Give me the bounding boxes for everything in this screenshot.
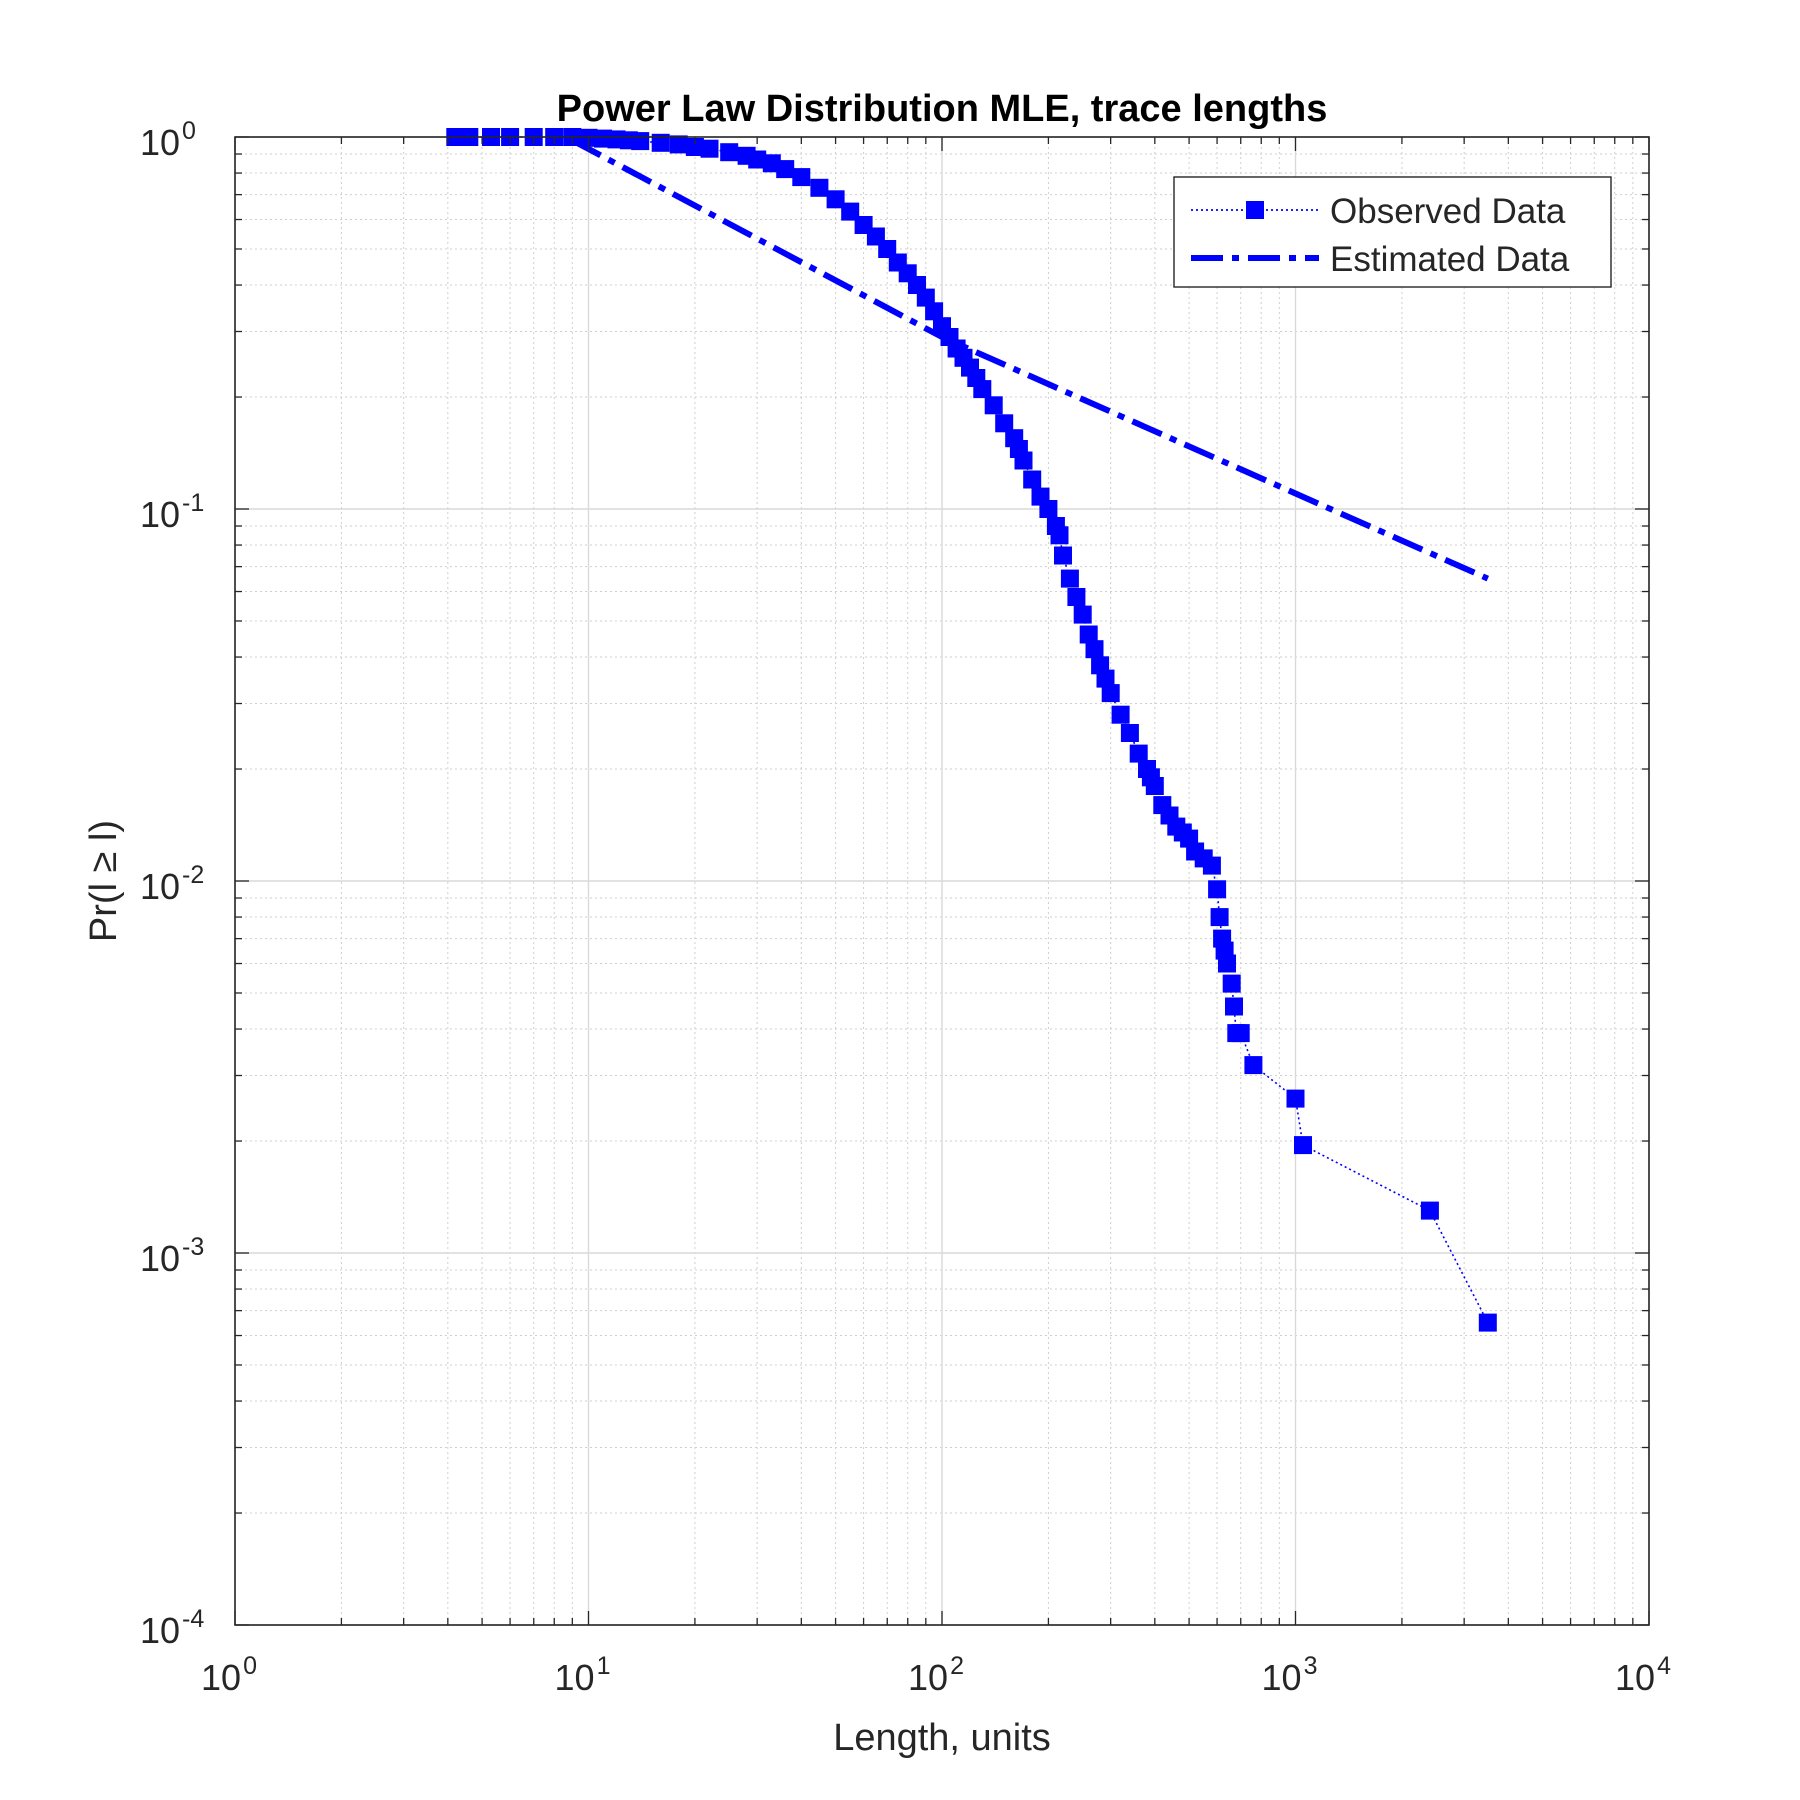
observed-data-point	[1231, 1024, 1250, 1043]
observed-data-point	[1023, 470, 1042, 489]
observed-data-point	[1050, 526, 1069, 545]
observed-data-point	[1222, 974, 1241, 993]
observed-data-point	[700, 139, 719, 158]
legend-observed-marker	[1246, 201, 1264, 219]
observed-data-point	[748, 150, 767, 169]
legend-estimated-label: Estimated Data	[1330, 240, 1570, 279]
observed-data-point	[1101, 684, 1120, 703]
observed-data-point	[1096, 669, 1115, 688]
observed-data-point	[1225, 997, 1243, 1016]
observed-data-point	[631, 132, 650, 151]
legend: Observed Data Estimated Data	[1173, 176, 1612, 288]
observed-data-point	[1079, 625, 1098, 644]
observed-data-point	[984, 396, 1003, 415]
observed-data-point	[685, 138, 704, 156]
observed-data-point	[1420, 1201, 1439, 1220]
observed-data-point	[973, 380, 992, 399]
observed-data-point	[1039, 500, 1058, 518]
observed-data-point	[669, 135, 688, 154]
observed-data-point	[1067, 588, 1086, 606]
observed-data-point	[1218, 954, 1236, 973]
chart-title: Power Law Distribution MLE, trace length…	[557, 88, 1328, 130]
observed-data-point	[1111, 705, 1130, 724]
observed-data-point	[792, 168, 811, 187]
observed-data-point	[1208, 880, 1227, 899]
observed-data-point	[1210, 908, 1229, 927]
observed-data-point	[925, 302, 944, 321]
observed-series	[446, 128, 1497, 1332]
observed-data-point	[810, 178, 829, 197]
observed-data-point	[916, 288, 935, 307]
observed-data-point	[776, 160, 795, 179]
observed-data-point	[1286, 1089, 1305, 1108]
x-axis-label: Length, units	[833, 1717, 1051, 1759]
observed-data-point	[1129, 744, 1148, 763]
legend-box	[1173, 176, 1612, 288]
legend-observed-label: Observed Data	[1330, 192, 1566, 231]
observed-data-point	[1073, 605, 1092, 624]
observed-data-point	[1478, 1313, 1497, 1332]
observed-data-point	[1202, 856, 1221, 875]
observed-data-point	[1145, 777, 1164, 795]
observed-data-point	[826, 190, 845, 209]
observed-data-point	[1060, 569, 1079, 588]
observed-data-point	[1014, 451, 1033, 470]
observed-data-point	[1054, 546, 1072, 565]
observed-data-point	[995, 414, 1014, 433]
observed-data-point	[651, 133, 670, 152]
tick-marks	[234, 136, 1650, 1626]
observed-data-point	[720, 143, 739, 162]
observed-data-point	[1294, 1136, 1312, 1155]
observed-data-point	[1244, 1056, 1263, 1075]
y-axis-label: Pr(l ≥ l)	[83, 820, 125, 942]
observed-data-point	[1120, 724, 1139, 742]
observed-data-point	[1085, 640, 1104, 659]
